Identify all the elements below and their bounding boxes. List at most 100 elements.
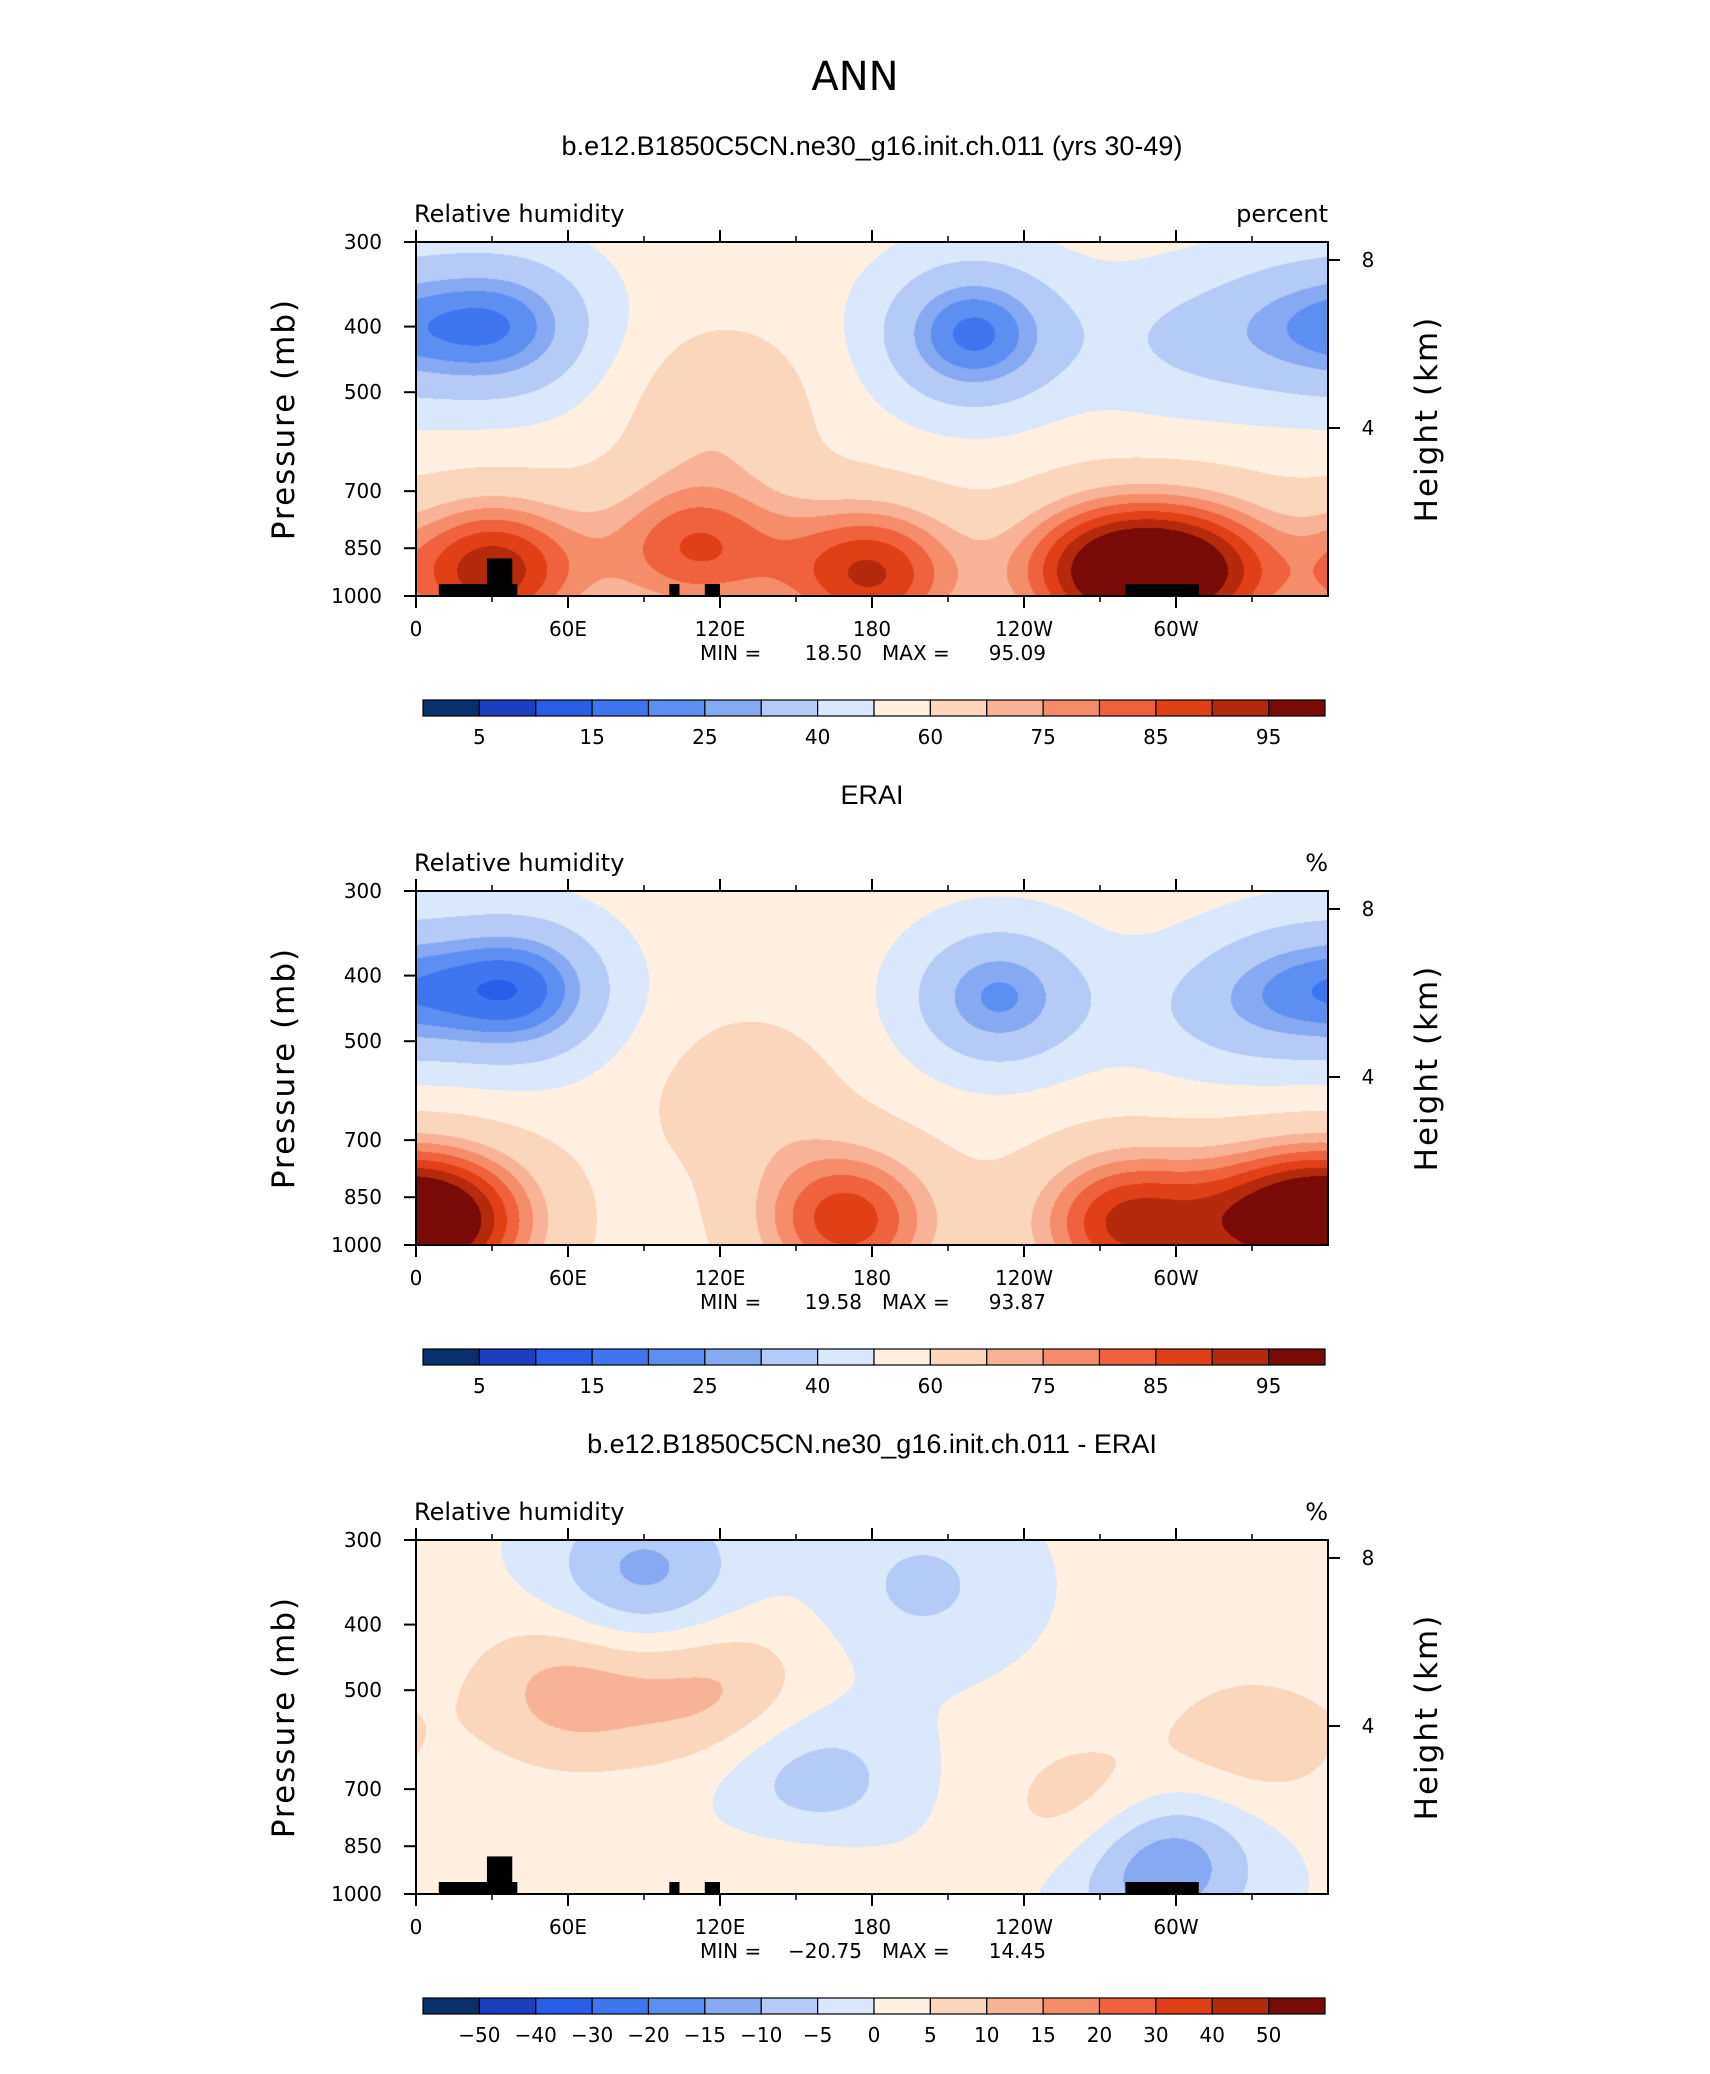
units-label: percent <box>1236 200 1328 228</box>
colorbar: −50 −40 −30 −20 −15 −10 −5 0 5 10 15 20 30 40 50 <box>422 1997 1326 2047</box>
y-tick-label: 700 <box>344 479 382 503</box>
y-right-tick-label: 4 <box>1362 1065 1375 1089</box>
colorbar-swatch <box>1211 699 1270 717</box>
colorbar-swatch <box>1098 1997 1157 2015</box>
colorbar-swatch <box>422 1997 480 2015</box>
variable-label: Relative humidity <box>414 849 624 877</box>
colorbar-swatch <box>647 1997 706 2015</box>
max-label: MAX = <box>882 641 950 665</box>
colorbar-swatch <box>1211 1997 1270 2015</box>
colorbar-swatch <box>535 699 593 717</box>
panel-title: ERAI <box>840 780 903 810</box>
colorbar-tick-label: 5 <box>473 1374 486 1398</box>
colorbar-tick-label: −30 <box>571 2023 613 2047</box>
colorbar-swatch <box>986 699 1044 717</box>
colorbar-swatch <box>1211 1348 1270 1366</box>
y-tick-label: 850 <box>344 536 382 560</box>
colorbar-swatch <box>1042 1348 1101 1366</box>
colorbar: 5 15 25 40 60 75 85 95 <box>422 1348 1326 1398</box>
y-axis-label: Pressure (mb) <box>266 947 302 1189</box>
min-label: MIN = <box>700 1290 761 1314</box>
colorbar-swatch <box>478 1997 537 2015</box>
y-tick-label: 500 <box>344 1678 382 1702</box>
y-tick-label: 1000 <box>331 1233 382 1257</box>
colorbar-tick-label: 10 <box>974 2023 999 2047</box>
colorbar-swatch <box>817 699 875 717</box>
colorbar-swatch <box>704 1997 762 2015</box>
x-tick-label: 120W <box>995 1915 1053 1939</box>
x-tick-label: 60W <box>1153 1266 1198 1290</box>
colorbar-tick-label: 50 <box>1256 2023 1281 2047</box>
colorbar-tick-label: 60 <box>918 1374 943 1398</box>
colorbar-swatch <box>929 1997 988 2015</box>
colorbar: 5 15 25 40 60 75 85 95 <box>422 699 1326 749</box>
colorbar-tick-label: 75 <box>1030 1374 1055 1398</box>
colorbar-swatch <box>760 1997 819 2015</box>
terrain-block <box>704 1881 720 1894</box>
colorbar-swatch <box>873 1997 931 2015</box>
colorbar-swatch <box>647 699 706 717</box>
y-tick-label: 500 <box>344 1029 382 1053</box>
panel-1: b.e12.B1850C5CN.ne30_g16.init.ch.011 (yr… <box>266 131 1445 749</box>
y-tick-label: 300 <box>344 1528 382 1552</box>
colorbar-tick-label: 30 <box>1143 2023 1168 2047</box>
x-tick-label: 180 <box>853 617 891 641</box>
colorbar-tick-label: 20 <box>1087 2023 1112 2047</box>
colorbar-swatch <box>760 699 819 717</box>
colorbar-tick-label: 15 <box>1030 2023 1055 2047</box>
colorbar-tick-label: 85 <box>1143 1374 1168 1398</box>
colorbar-tick-label: 40 <box>805 1374 830 1398</box>
colorbar-tick-label: 75 <box>1030 725 1055 749</box>
y-tick-label: 1000 <box>331 1882 382 1906</box>
min-value: 18.50 <box>805 641 862 665</box>
colorbar-swatch <box>1155 1348 1213 1366</box>
y-tick-label: 400 <box>344 1613 382 1637</box>
terrain-block <box>486 1856 513 1894</box>
colorbar-tick-label: −50 <box>458 2023 500 2047</box>
contour-field <box>416 1540 1328 1894</box>
y-tick-label: 300 <box>344 879 382 903</box>
x-tick-label: 0 <box>410 1266 423 1290</box>
terrain-block <box>1125 1881 1199 1894</box>
y-axis-right-label: Height (km) <box>1409 1614 1445 1821</box>
y-axis-label: Pressure (mb) <box>266 298 302 540</box>
y-tick-label: 700 <box>344 1128 382 1152</box>
x-tick-label: 0 <box>410 617 423 641</box>
colorbar-swatch <box>478 699 537 717</box>
x-tick-label: 0 <box>410 1915 423 1939</box>
y-axis-label: Pressure (mb) <box>266 1596 302 1838</box>
colorbar-tick-label: −40 <box>515 2023 557 2047</box>
y-right-tick-label: 4 <box>1362 416 1375 440</box>
colorbar-swatch <box>535 1997 593 2015</box>
terrain-block <box>669 1881 680 1894</box>
min-value: 19.58 <box>805 1290 862 1314</box>
colorbar-swatch <box>1268 1348 1326 1366</box>
variable-label: Relative humidity <box>414 200 624 228</box>
y-axis-right-label: Height (km) <box>1409 316 1445 523</box>
y-tick-label: 850 <box>344 1834 382 1858</box>
terrain-block <box>704 583 720 596</box>
colorbar-swatch <box>478 1348 537 1366</box>
y-axis-right-label: Height (km) <box>1409 965 1445 1172</box>
x-tick-label: 60W <box>1153 617 1198 641</box>
x-tick-label: 180 <box>853 1915 891 1939</box>
colorbar-tick-label: 5 <box>473 725 486 749</box>
max-label: MAX = <box>882 1939 950 1963</box>
figure-title: ANN <box>811 54 898 100</box>
y-tick-label: 300 <box>344 230 382 254</box>
colorbar-swatch <box>591 1997 650 2015</box>
colorbar-swatch <box>873 699 931 717</box>
y-tick-label: 700 <box>344 1777 382 1801</box>
colorbar-tick-label: 0 <box>868 2023 881 2047</box>
y-tick-label: 500 <box>344 380 382 404</box>
x-tick-label: 60E <box>549 617 587 641</box>
colorbar-swatch <box>873 1348 931 1366</box>
panel-3: b.e12.B1850C5CN.ne30_g16.init.ch.011 - E… <box>266 1429 1445 2047</box>
y-right-tick-label: 4 <box>1362 1714 1375 1738</box>
colorbar-swatch <box>986 1348 1044 1366</box>
terrain-block <box>669 583 680 596</box>
panels: b.e12.B1850C5CN.ne30_g16.init.ch.011 (yr… <box>266 131 1445 2047</box>
colorbar-tick-label: 60 <box>918 725 943 749</box>
colorbar-tick-label: −15 <box>684 2023 726 2047</box>
x-tick-label: 180 <box>853 1266 891 1290</box>
